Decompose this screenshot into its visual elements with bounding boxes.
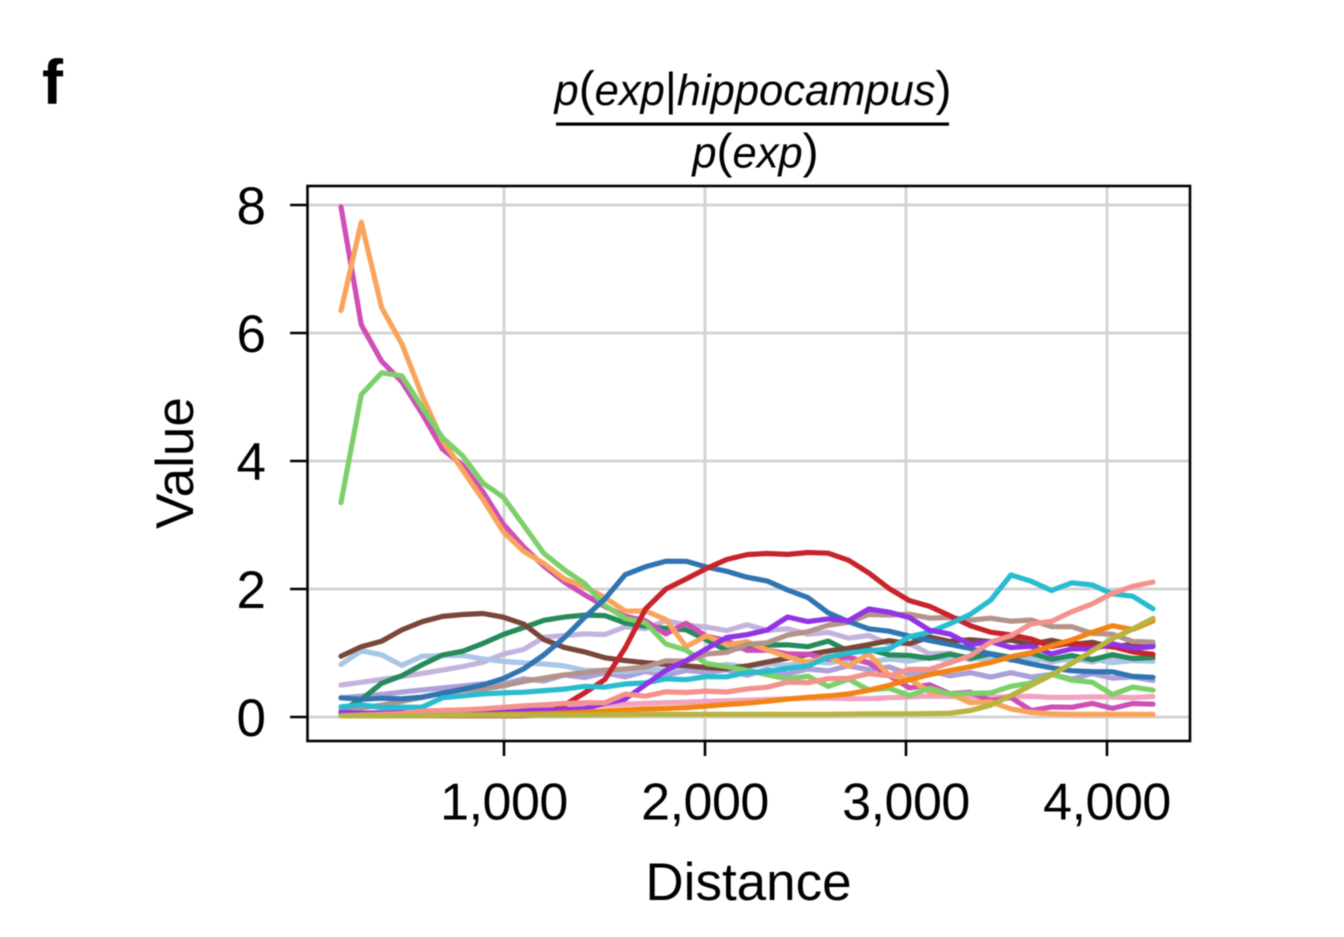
svg-text:2,000: 2,000 [641, 774, 769, 832]
svg-text:p(exp|hippocampus): p(exp|hippocampus) [552, 63, 951, 116]
svg-text:4,000: 4,000 [1043, 774, 1171, 832]
svg-text:Value: Value [146, 397, 205, 529]
svg-text:0: 0 [237, 689, 266, 748]
svg-text:p(exp): p(exp) [690, 126, 818, 179]
svg-text:6: 6 [237, 305, 266, 364]
svg-text:4: 4 [237, 433, 266, 492]
svg-text:2: 2 [237, 561, 266, 620]
svg-text:8: 8 [237, 177, 266, 236]
svg-text:Distance: Distance [645, 853, 851, 912]
svg-text:3,000: 3,000 [842, 774, 970, 832]
svg-text:1,000: 1,000 [440, 774, 568, 832]
svg-text:f: f [42, 48, 64, 118]
